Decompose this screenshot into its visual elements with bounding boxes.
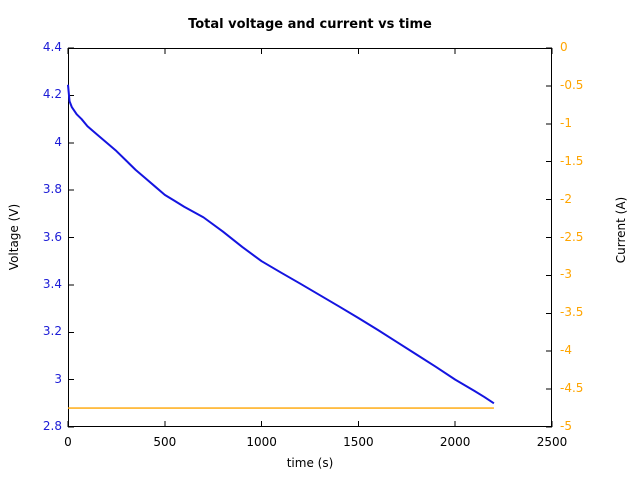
chart-title: Total voltage and current vs time <box>188 17 432 32</box>
y-left-tick-label: 3.4 <box>42 276 62 291</box>
x-tick-label: 0 <box>64 435 72 449</box>
y-right-tick-label: -3 <box>560 267 572 282</box>
y-right-tick-label: -2.5 <box>560 229 584 244</box>
y-left-tick-label: 3.2 <box>42 324 62 339</box>
x-tick-label: 1000 <box>246 435 277 449</box>
x-tick-label: 1500 <box>343 435 374 449</box>
x-tick-label: 2500 <box>536 435 568 449</box>
x-tick-label: 2000 <box>439 435 471 449</box>
voltage-line <box>67 84 495 405</box>
y-right-tick-label: -0.5 <box>560 77 584 92</box>
y-right-tick-label: -1 <box>560 115 572 130</box>
y-left-tick-label: 3.6 <box>42 229 62 244</box>
x-axis-label: time (s) <box>286 456 334 470</box>
y-right-tick-label: -3.5 <box>560 305 584 320</box>
y-right-tick-label: -5 <box>560 419 572 433</box>
y-right-tick-label: 0 <box>560 40 568 54</box>
y-left-tick-label: 2.8 <box>42 419 62 433</box>
y-left-tick-label: 4.2 <box>42 87 62 102</box>
y-left-tick-label: 4.4 <box>42 40 62 54</box>
plot-area <box>67 47 553 428</box>
y-right-tick-label: -4 <box>560 343 572 358</box>
y-right-tick-label: -2 <box>560 191 572 206</box>
y-right-tick-label: -4.5 <box>560 381 584 396</box>
x-tick-label: 500 <box>153 435 177 449</box>
y-left-tick-label: 4 <box>54 134 62 149</box>
plot-border <box>68 48 552 427</box>
y-left-tick-label: 3.8 <box>42 182 62 197</box>
y-left-tick-label: 3 <box>54 371 62 386</box>
y-right-tick-label: -1.5 <box>560 153 584 168</box>
y-axis-label-right: Current (A) <box>614 196 628 264</box>
